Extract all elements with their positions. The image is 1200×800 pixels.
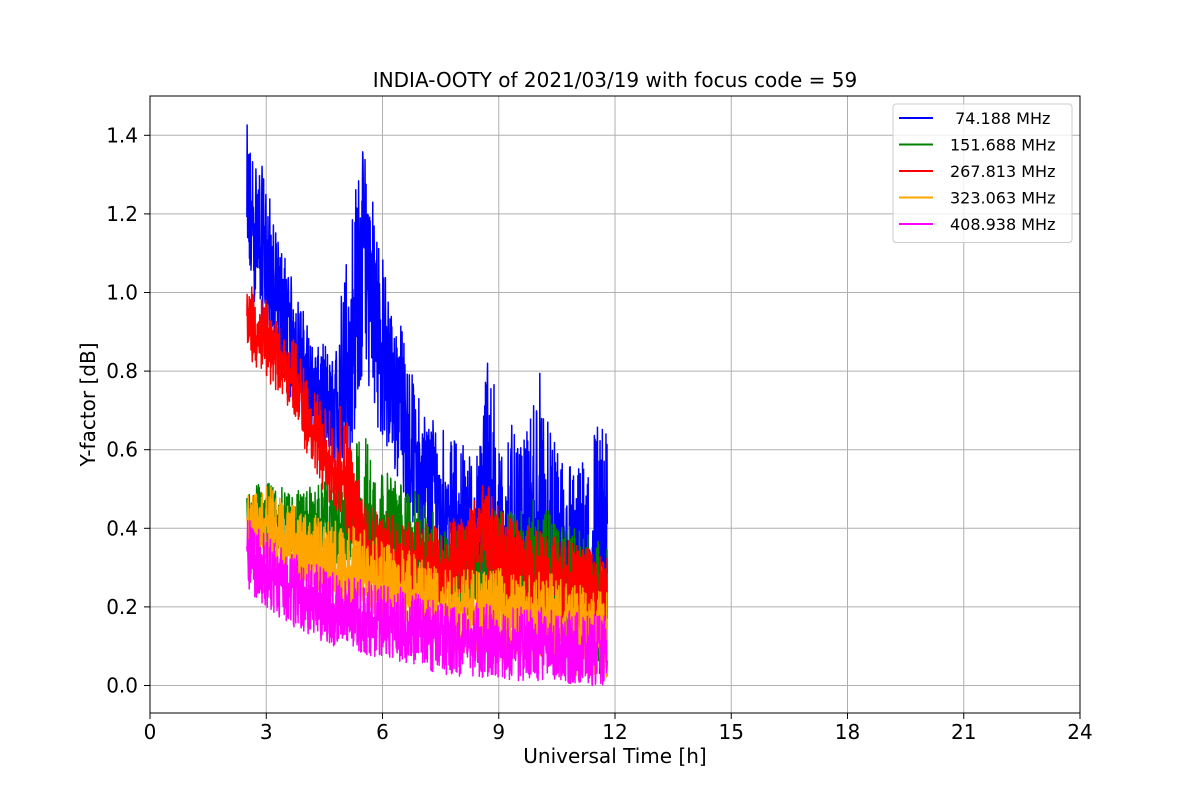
series-line xyxy=(246,520,608,687)
legend-label: 408.938 MHz xyxy=(950,215,1055,234)
x-tick-label: 0 xyxy=(144,720,157,744)
legend-label: 323.063 MHz xyxy=(950,189,1055,208)
legend-label: 267.813 MHz xyxy=(950,162,1055,181)
x-tick-label: 24 xyxy=(1067,720,1092,744)
y-tick-label: 1.2 xyxy=(106,202,138,226)
x-tick-label: 15 xyxy=(719,720,744,744)
x-tick-label: 3 xyxy=(260,720,273,744)
y-tick-label: 0.4 xyxy=(106,516,138,540)
legend: 74.188 MHz 151.688 MHz 267.813 MHz 323.063 … xyxy=(892,103,1073,243)
y-tick-label: 1.0 xyxy=(106,280,138,304)
series-line xyxy=(246,124,608,664)
chart-title: INDIA-OOTY of 2021/03/19 with focus code… xyxy=(373,68,857,92)
x-tick-label: 6 xyxy=(376,720,389,744)
x-tick-label: 18 xyxy=(835,720,860,744)
y-tick-label: 0.8 xyxy=(106,359,138,383)
x-axis-label: Universal Time [h] xyxy=(523,744,706,768)
x-tick-label: 9 xyxy=(492,720,505,744)
series-layer xyxy=(246,124,608,687)
legend-label: 74.188 MHz xyxy=(950,109,1050,128)
y-tick-label: 0.0 xyxy=(106,673,138,697)
legend-label: 151.688 MHz xyxy=(950,136,1055,155)
y-tick-label: 0.2 xyxy=(106,595,138,619)
x-tick-label: 12 xyxy=(602,720,627,744)
y-tick-label: 1.4 xyxy=(106,123,138,147)
x-tick-label: 21 xyxy=(951,720,976,744)
ticks: 0 3 6 9 12 15 18 21 24 0.0 0.2 0.4 0.6 0.8 1.0 1.2 1.4 xyxy=(106,123,1093,744)
legend-box xyxy=(892,103,1073,243)
y-tick-label: 0.6 xyxy=(106,438,138,462)
y-axis-label: Y-factor [dB] xyxy=(76,342,100,467)
